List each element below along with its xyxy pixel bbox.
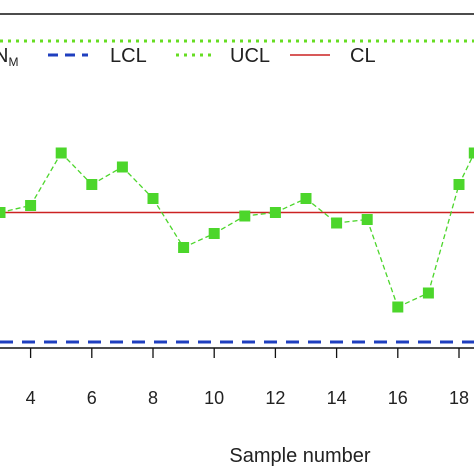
data-point: [300, 193, 312, 204]
data-point: [178, 242, 190, 253]
x-tick-label: 16: [388, 388, 408, 408]
data-point: [468, 147, 474, 159]
data-point: [361, 214, 373, 225]
data-point: [239, 210, 251, 222]
data-point: [86, 179, 98, 190]
legend: NM LCL UCL CL: [0, 45, 376, 69]
data-point: [25, 200, 37, 211]
data-point: [0, 207, 6, 218]
x-tick-label: 12: [265, 388, 285, 408]
series-layer: [0, 147, 474, 313]
series-segment: [427, 184, 460, 294]
data-point: [269, 207, 281, 218]
legend-label-series: NM: [0, 45, 18, 69]
plot-border: [0, 13, 474, 349]
data-point: [147, 193, 159, 204]
data-point: [55, 147, 67, 159]
legend-label-subscript: M: [8, 55, 18, 69]
x-tick-label: 8: [148, 388, 158, 408]
data-point: [116, 161, 128, 173]
control-limit-lines: [0, 39, 474, 344]
legend-label-lcl: LCL: [110, 45, 147, 67]
legend-label-ucl: UCL: [230, 45, 270, 67]
series-segment: [152, 198, 185, 248]
plot-frame: [0, 13, 474, 349]
series-segment: [91, 166, 123, 186]
data-point: [392, 301, 404, 313]
x-tick-label: 10: [204, 388, 224, 408]
series-segment: [30, 152, 62, 206]
x-axis: 4 6 8 10 12 14 16 18: [26, 348, 469, 408]
data-point: [422, 287, 434, 299]
series-segment: [366, 219, 399, 308]
data-point: [331, 217, 343, 229]
data-point: [453, 179, 465, 190]
x-tick-label: 14: [327, 388, 347, 408]
x-tick-label: 4: [26, 388, 36, 408]
x-axis-label: Sample number: [229, 445, 371, 467]
series-segment: [213, 215, 246, 235]
x-tick-label: 6: [87, 388, 97, 408]
x-tick-label: 18: [449, 388, 469, 408]
legend-label-cl: CL: [350, 45, 376, 67]
series-segment: [458, 152, 474, 185]
data-point: [208, 228, 220, 239]
